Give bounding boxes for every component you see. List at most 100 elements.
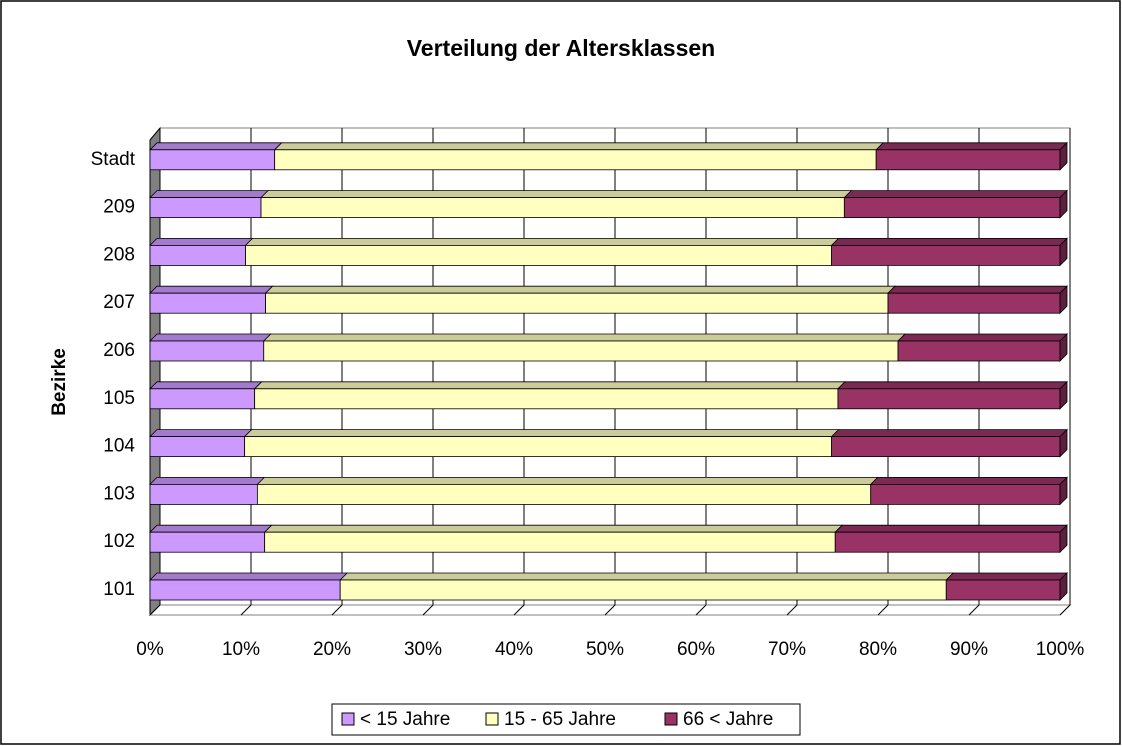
bar xyxy=(837,388,1061,410)
floor-line xyxy=(1059,604,1071,616)
bar-top xyxy=(260,190,853,199)
legend-swatch xyxy=(664,712,678,726)
floor-line xyxy=(331,604,343,616)
x-tick-label: 10% xyxy=(222,639,260,660)
bar-top xyxy=(339,572,955,581)
bar xyxy=(339,579,947,601)
floor-line xyxy=(513,604,525,616)
bar-top xyxy=(149,381,263,390)
bar xyxy=(870,483,1061,505)
bar xyxy=(831,436,1061,458)
floor-line xyxy=(786,604,798,616)
x-tick-label: 70% xyxy=(768,639,806,660)
x-tick-label: 0% xyxy=(136,639,164,660)
bar xyxy=(149,436,246,458)
bar-top xyxy=(149,476,266,485)
bar xyxy=(149,292,266,314)
legend-swatch xyxy=(341,712,355,726)
floor-line xyxy=(695,604,707,616)
bar xyxy=(263,340,899,362)
floor-line xyxy=(240,604,252,616)
legend xyxy=(331,703,801,736)
bar xyxy=(149,244,246,266)
bar-top xyxy=(843,190,1068,199)
bar xyxy=(149,531,266,553)
x-tick-label: 90% xyxy=(950,639,988,660)
bar-top xyxy=(263,524,844,533)
bar-top xyxy=(149,429,253,438)
bar-top xyxy=(149,237,254,246)
y-tick-label: 102 xyxy=(103,531,135,552)
bar xyxy=(887,292,1061,314)
bar-top xyxy=(149,285,274,294)
legend-label: 66 < Jahre xyxy=(683,709,773,730)
bar-top xyxy=(834,524,1068,533)
bar xyxy=(260,197,845,219)
bar xyxy=(831,244,1061,266)
x-tick-label: 100% xyxy=(1036,639,1085,660)
y-tick-label: 104 xyxy=(103,436,135,457)
bar xyxy=(149,149,276,171)
bar-top xyxy=(244,237,840,246)
bar xyxy=(834,531,1061,553)
bar-top xyxy=(149,190,269,199)
x-tick-label: 60% xyxy=(677,639,715,660)
bar xyxy=(149,340,265,362)
bar-end xyxy=(1059,524,1068,554)
bar xyxy=(264,531,836,553)
x-tick-label: 40% xyxy=(495,639,533,660)
bar-top xyxy=(256,476,879,485)
bar-top xyxy=(836,381,1068,390)
bar xyxy=(945,579,1061,601)
x-tick-label: 30% xyxy=(404,639,442,660)
x-tick-label: 20% xyxy=(313,639,351,660)
bar xyxy=(149,579,341,601)
bar xyxy=(149,483,258,505)
bar-top xyxy=(149,333,272,342)
bar-end xyxy=(1059,333,1068,362)
bar-top xyxy=(869,476,1068,485)
bar-top xyxy=(149,572,349,581)
y-tick-label: 103 xyxy=(103,483,135,504)
y-tick-label: 101 xyxy=(103,579,135,600)
bar-top xyxy=(149,142,283,151)
bar-top xyxy=(945,572,1068,581)
floor-line xyxy=(968,604,980,616)
bar-top xyxy=(264,285,896,294)
bar xyxy=(875,149,1061,171)
bar-end xyxy=(1059,237,1068,267)
y-tick-label: 209 xyxy=(103,197,135,218)
bar-end xyxy=(1059,428,1068,458)
bar-end xyxy=(1059,572,1068,601)
bar-top xyxy=(253,381,846,390)
y-tick-label: Stadt xyxy=(91,149,136,170)
x-tick-label: 80% xyxy=(859,639,897,660)
bar-top xyxy=(887,285,1068,294)
x-tick-label: 50% xyxy=(586,639,624,660)
floor-line xyxy=(149,604,161,616)
bar-end xyxy=(1059,380,1068,410)
bar xyxy=(254,388,839,410)
y-tick-label: 208 xyxy=(103,244,135,265)
bar-end xyxy=(1059,189,1068,219)
bar-end xyxy=(1059,476,1068,506)
y-tick-label: 207 xyxy=(103,292,135,313)
y-tick-label: 105 xyxy=(103,388,135,409)
bar-top xyxy=(875,142,1068,151)
legend-label: 15 - 65 Jahre xyxy=(504,709,616,730)
bar xyxy=(244,436,832,458)
bar xyxy=(843,197,1061,219)
bar-top xyxy=(262,333,906,342)
bar xyxy=(149,197,262,219)
bar xyxy=(245,244,832,266)
bar-end xyxy=(1059,285,1068,315)
bar xyxy=(897,340,1061,362)
bar-top xyxy=(830,237,1068,246)
bar-top xyxy=(897,333,1068,342)
floor-line xyxy=(604,604,616,616)
bar xyxy=(274,149,877,171)
bar-top xyxy=(243,429,840,438)
bar xyxy=(149,388,256,410)
bar-end xyxy=(1059,141,1068,171)
